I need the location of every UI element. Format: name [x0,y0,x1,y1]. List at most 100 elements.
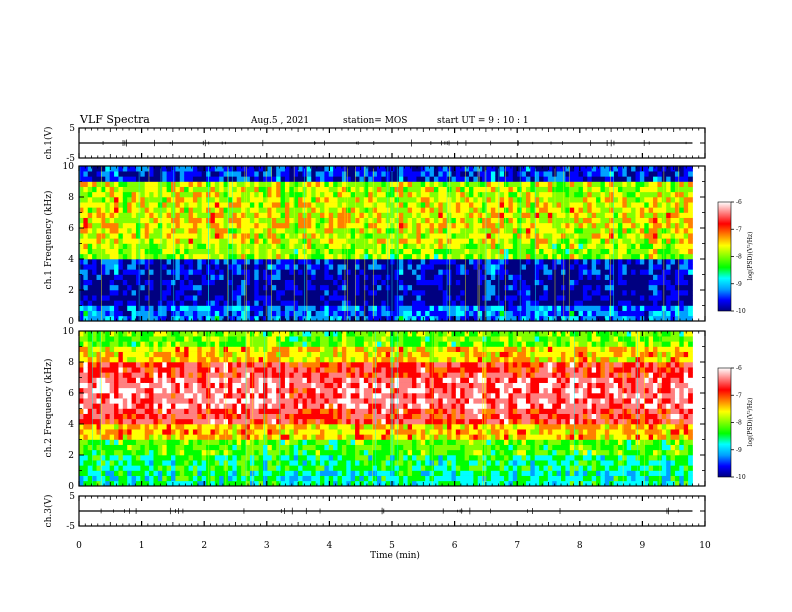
ch1-spectrogram-cell [688,305,693,311]
ch1-spectrogram-cell [271,212,277,218]
ch1-spectrogram-cell [315,315,321,322]
ch1-spectrogram-cell [162,295,168,301]
ch1-spectrogram-cell [552,233,558,239]
ch1-spectrogram-cell [87,202,93,208]
ch1-spectrogram-cell [477,300,483,306]
ch1-spectrogram-cell [311,191,317,198]
ch1-spectrogram-cell [394,310,400,317]
ch1-spectrogram-cell [192,279,198,286]
ch1-spectrogram-cell [263,197,268,203]
ch1-spectrogram-cell [473,217,479,224]
ch1-spectrogram-cell [499,233,505,239]
ch1-spectrogram-cell [276,186,281,193]
ch1-spectrogram-cell [192,300,198,306]
ch1-spectrogram-cell [582,217,588,224]
ch2-spectrogram-cell [100,429,106,435]
ch1-spectrogram-cell [280,259,286,265]
ch1-spectrogram-cell [469,259,474,265]
ch1-spectrogram-cell [153,202,159,208]
ch1-spectrogram-cell [258,238,264,244]
ch1-spectrogram-cell [429,228,435,234]
ch1-spectrogram-cell [679,217,685,224]
ch1-spectrogram-cell [315,295,321,301]
ch2-spectrogram-cell [100,341,106,347]
ch1-spectrogram-cell [552,310,558,317]
ch1-spectrogram-cell [100,228,106,234]
ch1-spectrogram-cell [197,171,203,177]
ch1-spectrogram-cell [644,269,650,275]
ch1-spectrogram-cell [543,202,549,208]
ch1-spectrogram-cell [149,171,154,177]
ch1-spectrogram-cell [631,212,636,218]
ch1-spectrogram-cell [425,176,430,182]
ch1-spectrogram-cell [635,202,641,208]
ch1-spectrogram-cell [381,243,387,249]
ch1-spectrogram-cell [337,238,343,244]
ch1-spectrogram-cell [87,243,93,249]
ch1-spectrogram-cell [346,176,352,182]
ch2-spectrogram-cell [114,449,119,456]
ch1-spectrogram-cell [179,264,185,270]
ch1-spectrogram-cell [412,233,417,239]
ch1-spectrogram-cell [425,264,430,270]
ch1-spectrogram-cell [438,176,444,182]
ch1-spectrogram-cell [617,228,623,234]
ch1-spectrogram-cell [109,191,115,198]
ch1-spectrogram-cell [574,310,579,317]
ch1-spectrogram-cell [661,253,667,260]
ch1-spectrogram-cell [433,243,439,249]
ch1-spectrogram-cell [127,300,132,306]
ch1-spectrogram-cell [109,243,115,249]
ch2-spectrogram-cell [79,403,84,409]
ch1-spectrogram-cell [433,181,439,187]
ch1-spectrogram-cell [341,217,347,224]
ch1-spectrogram-cell [688,197,693,203]
ch1-spectrogram-cell [363,300,369,306]
ch1-spectrogram-cell [635,300,641,306]
ch1-spectrogram-cell [390,279,395,286]
ch1-spectrogram-cell [429,253,435,260]
ch1-spectrogram-cell [442,264,448,270]
ch1-spectrogram-cell [157,253,163,260]
ch1-spectrogram-cell [521,217,527,224]
ch1-spectrogram-cell [96,310,102,317]
ch1-spectrogram-cell [661,290,667,296]
ch2-spectrogram-cell [96,356,102,363]
ch1-spectrogram-cell [556,253,562,260]
ch1-spectrogram-cell [657,233,663,239]
ch1-spectrogram-cell [661,310,667,317]
ch1-spectrogram-cell [131,243,137,249]
ch1-spectrogram-cell [346,166,352,172]
ch1-spectrogram-cell [626,310,632,317]
ch1-spectrogram-cell [543,212,549,218]
ch1-spectrogram-cell [267,290,273,296]
ch2-spectrogram-cell [83,455,89,461]
ch1-spectrogram-cell [420,217,426,224]
ch1-spectrogram-cell [227,310,233,317]
ch1-spectrogram-cell [135,228,141,234]
ch1-spectrogram-cell [271,295,277,301]
ch1-spectrogram-cell [144,191,150,198]
ch1-spectrogram-cell [530,269,536,275]
ch1-spectrogram-cell [416,166,422,172]
ch1-spectrogram-cell [617,290,623,296]
ch1-spectrogram-cell [688,253,693,260]
ch1-spectrogram-cell [666,171,671,177]
ch1-spectrogram-cell [175,259,181,265]
ch1-spectrogram-cell [403,228,409,234]
ch1-spectrogram-cell [368,207,373,213]
ch1-spectrogram-cell [482,191,487,198]
ch1-spectrogram-cell [539,274,544,280]
ch1-spectrogram-cell [657,305,663,311]
ch1-spectrogram-cell [100,222,106,229]
ch1-spectrogram-cell [210,212,216,218]
ch2-spectrogram-cell [92,398,97,404]
ch1-spectrogram-cell [679,222,685,229]
ch1-spectrogram-cell [118,176,124,182]
ch1-spectrogram-cell [469,212,474,218]
ch1-spectrogram-cell [674,171,680,177]
ch1-spectrogram-cell [96,305,102,311]
ch1-spectrogram-cell [512,186,518,193]
ch1-spectrogram-cell [263,202,268,208]
ch1-spectrogram-cell [639,176,645,182]
